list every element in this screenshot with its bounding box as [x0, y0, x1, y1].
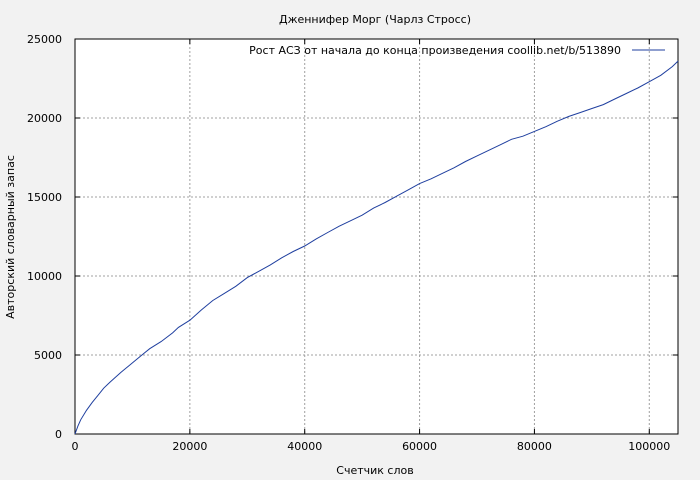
x-tick-label: 80000	[517, 440, 552, 453]
y-tick-label: 0	[55, 428, 62, 441]
plot-area	[75, 39, 678, 434]
series-line	[74, 60, 679, 435]
plot-frame	[74, 38, 679, 435]
y-tick-label: 15000	[27, 191, 62, 204]
y-tick-label: 10000	[27, 270, 62, 283]
legend: Рост АСЗ от начала до конца произведения…	[249, 44, 665, 57]
y-tick-label: 20000	[27, 112, 62, 125]
series-layer	[74, 60, 679, 435]
y-tick-label: 5000	[34, 349, 62, 362]
legend-label: Рост АСЗ от начала до конца произведения…	[249, 44, 621, 57]
x-tick-label: 0	[72, 440, 79, 453]
axes: 0 20000 40000 60000 80000 100000 0 5000 10000 150…	[27, 33, 679, 453]
x-axis-label: Счетчик слов	[336, 464, 413, 477]
chart-title: Дженнифер Морг (Чарлз Стросс)	[279, 13, 471, 26]
x-tick-label: 40000	[287, 440, 322, 453]
x-tick-label: 20000	[172, 440, 207, 453]
x-tick-label: 60000	[402, 440, 437, 453]
y-axis-label: Авторский словарный запас	[4, 155, 17, 319]
y-tick-label: 25000	[27, 33, 62, 46]
grid-lines	[75, 39, 678, 434]
x-tick-label: 100000	[628, 440, 670, 453]
